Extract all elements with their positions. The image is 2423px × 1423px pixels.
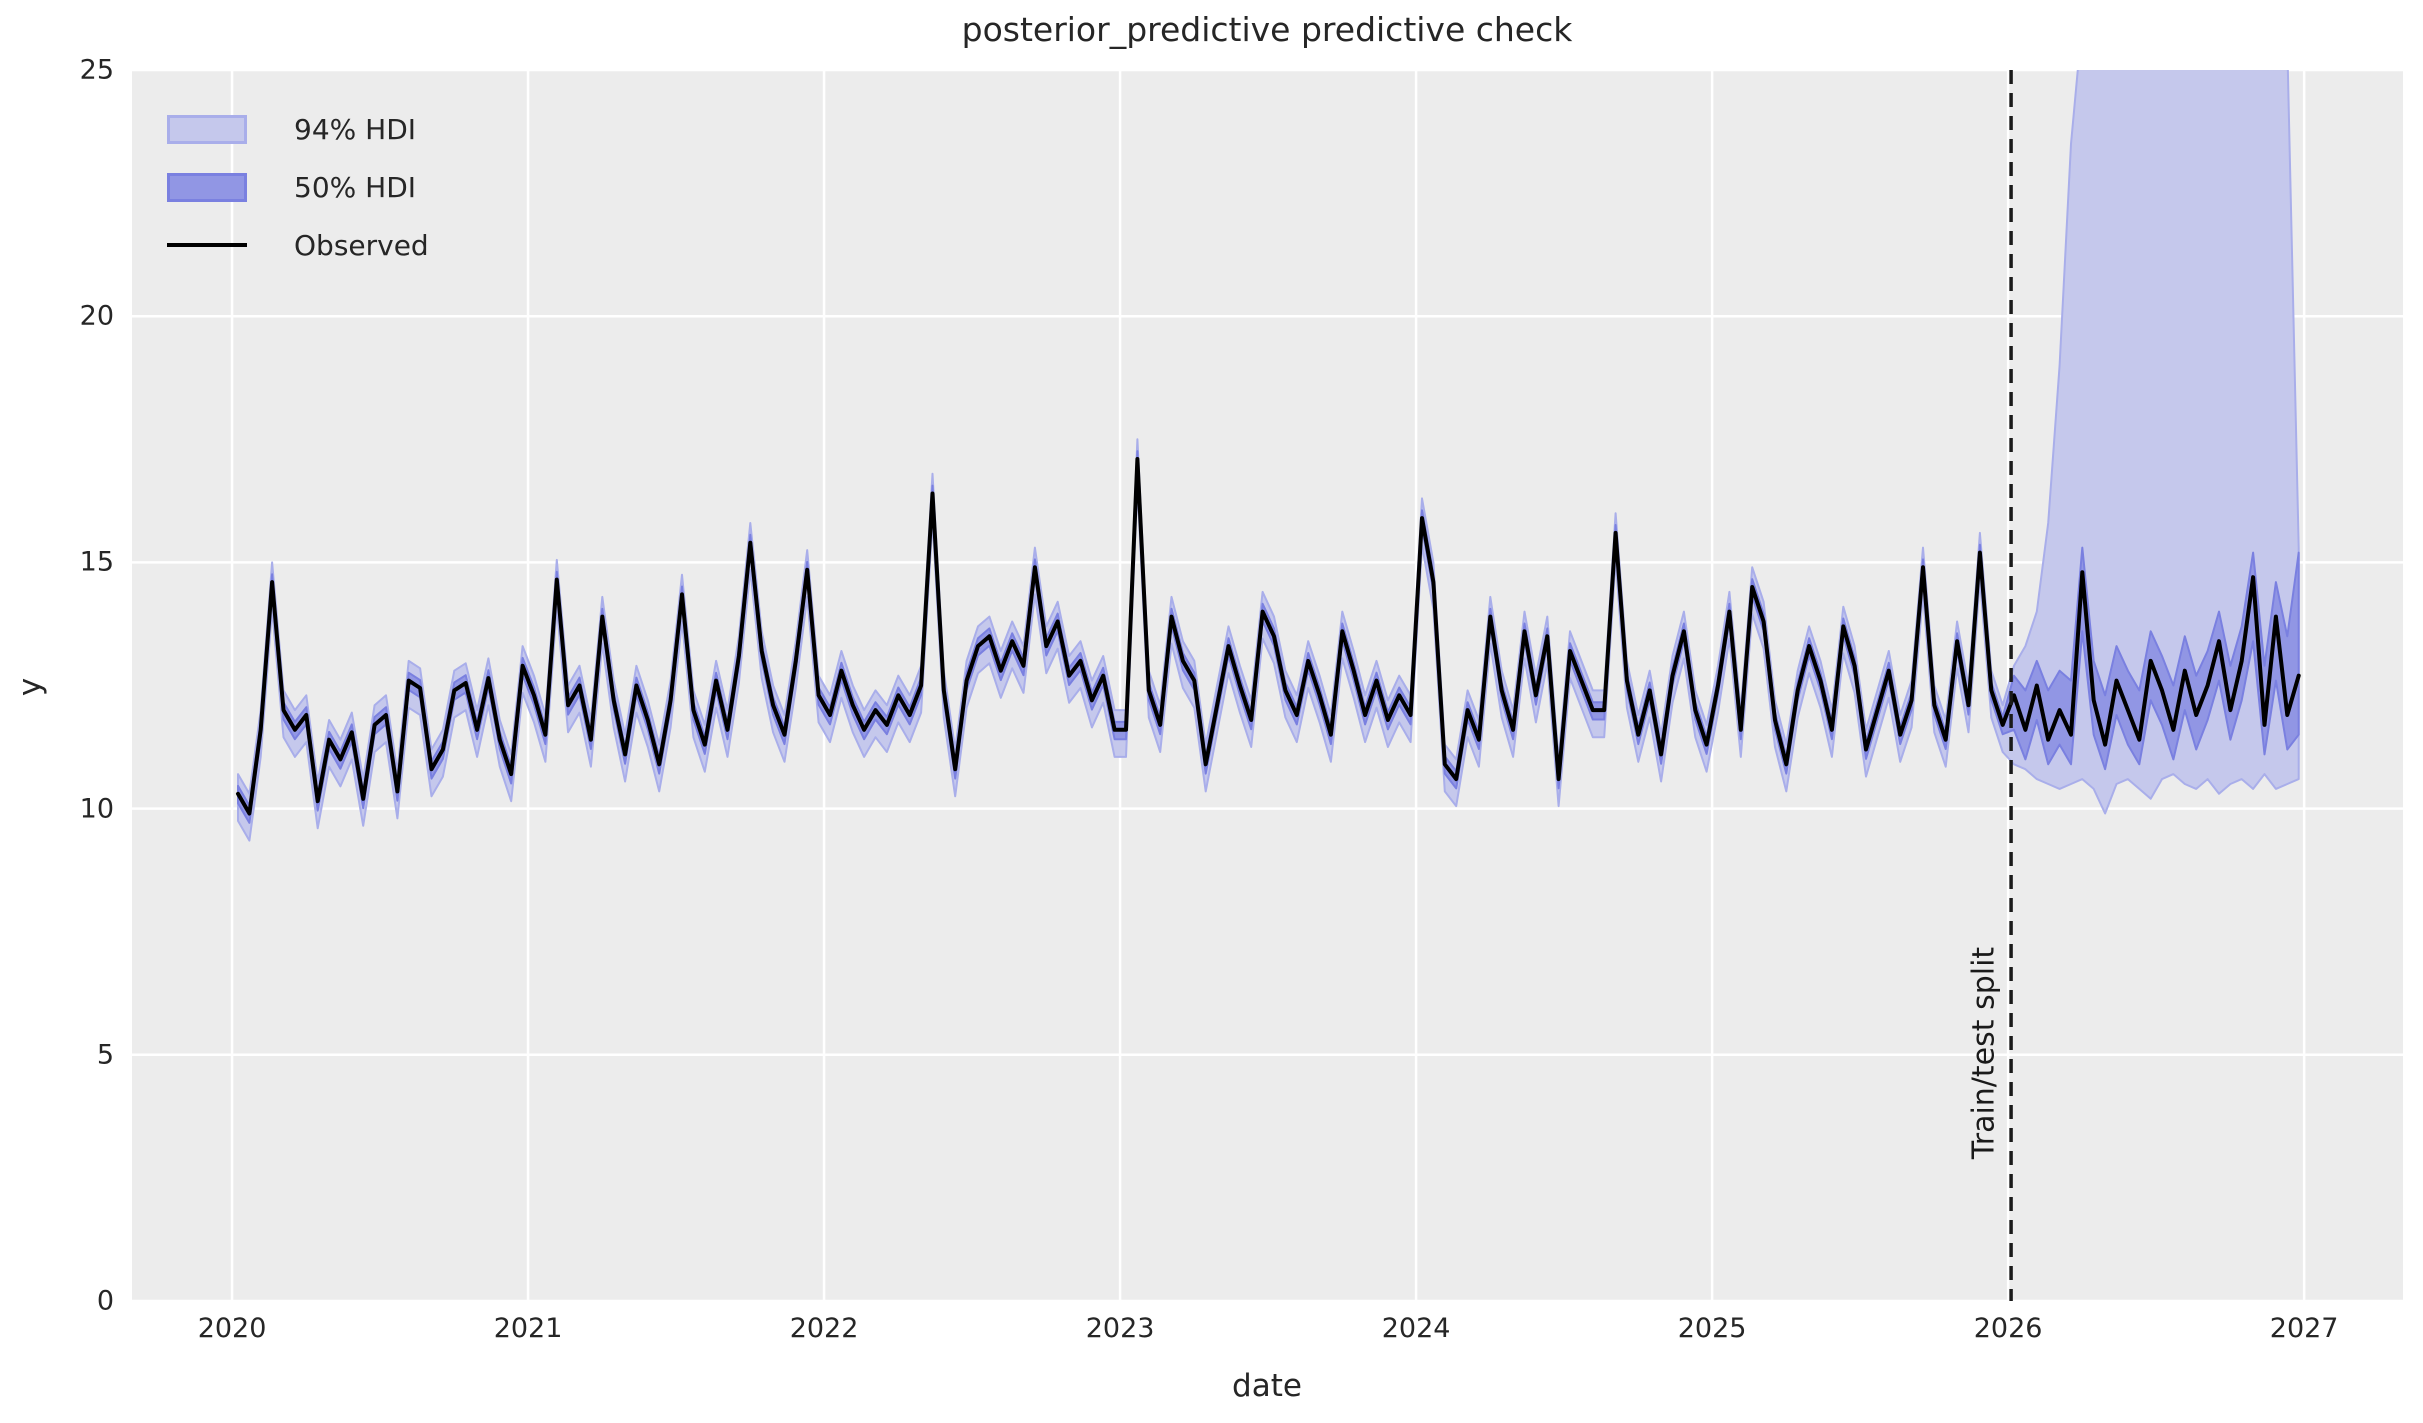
y-tick-label: 15 [79, 546, 114, 578]
legend-entry-observed: Observed [167, 216, 429, 274]
x-tick-label: 2025 [1677, 1313, 1747, 1344]
legend-swatch-50-hdi-icon [167, 172, 247, 202]
x-tick-label: 2024 [1381, 1313, 1451, 1344]
legend-label-50-hdi: 50% HDI [294, 170, 417, 204]
legend-entry-94-hdi: 94% HDI [167, 100, 429, 158]
y-tick-label: 20 [79, 300, 114, 332]
x-tick-label: 2021 [493, 1313, 563, 1344]
observed-line [236, 457, 2301, 816]
legend-label-94-hdi: 94% HDI [294, 112, 417, 146]
y-tick-label: 10 [79, 793, 114, 825]
legend-swatch-94-hdi-icon [167, 114, 247, 144]
x-tick-label: 2020 [197, 1313, 267, 1344]
x-tick-label: 2023 [1085, 1313, 1155, 1344]
x-tick-label: 2027 [2269, 1313, 2339, 1344]
legend-label-observed: Observed [294, 228, 429, 262]
y-tick-label: 25 [79, 54, 114, 86]
x-tick-label: 2022 [789, 1313, 859, 1344]
y-tick-label: 5 [96, 1039, 114, 1071]
train-test-split-label: Train/test split [1966, 946, 2002, 1160]
x-tick-label: 2026 [1973, 1313, 2043, 1344]
legend-entry-50-hdi: 50% HDI [167, 158, 429, 216]
y-axis-label: y [12, 677, 48, 697]
legend-line-observed-icon [167, 243, 247, 247]
chart-title: posterior_predictive predictive check [961, 10, 1573, 49]
y-tick-label: 0 [96, 1285, 114, 1317]
x-axis-label: date [1232, 1368, 1302, 1404]
legend: 94% HDI 50% HDI Observed [167, 100, 429, 274]
